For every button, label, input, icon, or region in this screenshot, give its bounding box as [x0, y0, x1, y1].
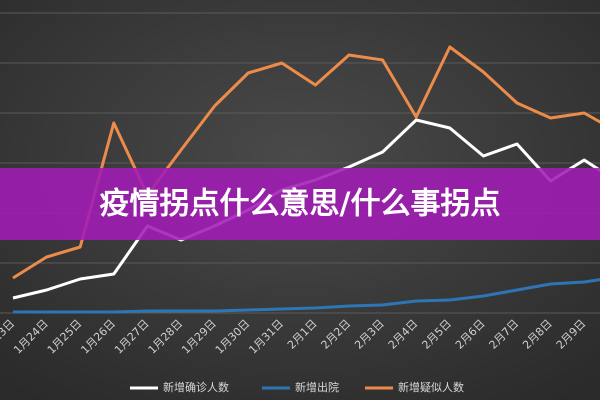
legend-label: 新增确诊人数	[163, 380, 229, 394]
banner	[0, 168, 600, 240]
legend: 新增确诊人数 新增出院 新增疑似人数	[130, 380, 464, 394]
banner-text: 疫情拐点什么意思/什么事拐点	[100, 187, 501, 222]
series-line	[13, 278, 600, 314]
series-line	[12, 45, 600, 280]
legend-label: 新增出院	[295, 380, 339, 394]
legend-label: 新增疑似人数	[398, 380, 464, 394]
